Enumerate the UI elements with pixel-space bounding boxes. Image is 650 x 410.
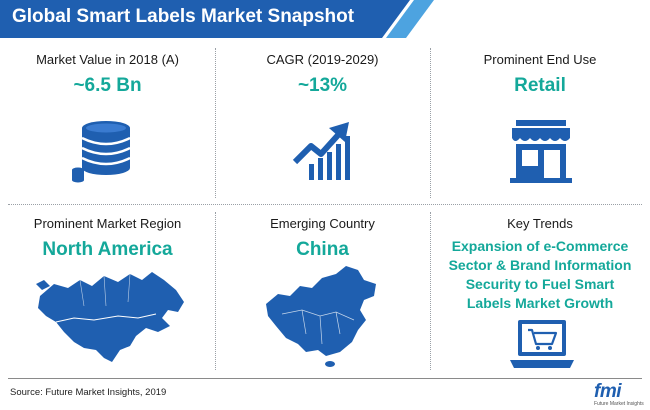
grid-divider <box>215 48 216 198</box>
market-value-cell: Market Value in 2018 (A) ~6.5 Bn <box>0 52 215 97</box>
growth-chart-icon <box>292 122 350 180</box>
trends-text: Expansion of e-Commerce Sector & Brand I… <box>430 237 650 313</box>
fmi-logo: fmi <box>594 381 622 402</box>
grid-divider <box>215 212 216 370</box>
footer-divider <box>8 378 642 379</box>
region-label: Prominent Market Region <box>33 216 182 231</box>
source-note: Source: Future Market Insights, 2019 <box>10 387 167 398</box>
trends-cell: Key Trends Expansion of e-Commerce Secto… <box>430 216 650 313</box>
fmi-logo-subtext: Future Market Insights <box>594 401 644 407</box>
region-value: North America <box>42 239 173 260</box>
cagr-label: CAGR (2019-2029) <box>266 52 379 67</box>
end-use-value: Retail <box>514 75 566 96</box>
header-banner: Global Smart Labels Market Snapshot <box>0 0 650 38</box>
country-cell: Emerging Country China <box>215 216 430 261</box>
grid-divider <box>8 204 642 205</box>
china-map-icon <box>266 266 376 367</box>
banner-background <box>0 0 434 38</box>
trend-line: Expansion of e-Commerce <box>451 238 629 254</box>
country-value: China <box>296 239 349 260</box>
market-value-value: ~6.5 Bn <box>73 75 142 96</box>
trend-line: Labels Market Growth <box>466 295 614 311</box>
trend-line: Security to Fuel Smart <box>465 276 615 292</box>
trends-label: Key Trends <box>507 216 573 231</box>
cagr-cell: CAGR (2019-2029) ~13% <box>215 52 430 97</box>
coin-stack-icon <box>72 121 131 183</box>
trend-line: Sector & Brand Information <box>448 257 632 273</box>
end-use-cell: Prominent End Use Retail <box>430 52 650 97</box>
market-value-label: Market Value in 2018 (A) <box>36 52 179 67</box>
storefront-icon <box>510 120 572 183</box>
grid-divider <box>430 48 431 198</box>
page-title: Global Smart Labels Market Snapshot <box>12 6 355 27</box>
cagr-value: ~13% <box>297 75 348 96</box>
end-use-label: Prominent End Use <box>483 52 597 67</box>
country-label: Emerging Country <box>270 216 375 231</box>
region-cell: Prominent Market Region North America <box>0 216 215 261</box>
north-america-map-icon <box>36 272 184 362</box>
laptop-cart-icon <box>510 320 574 368</box>
grid-divider <box>430 212 431 370</box>
